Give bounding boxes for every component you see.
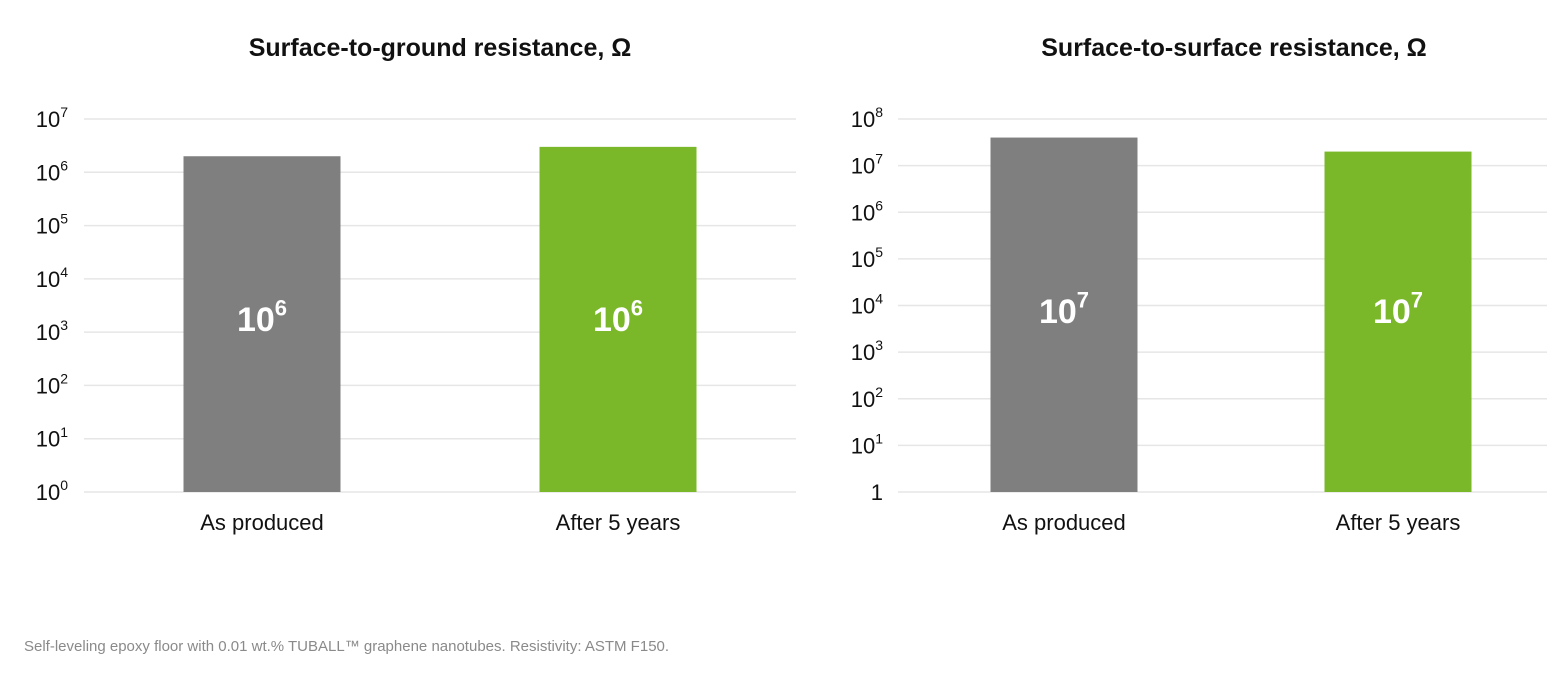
y-tick-label-base: 10 [851, 433, 875, 458]
y-tick-label-base: 10 [851, 107, 875, 132]
x-category-label: As produced [200, 510, 324, 535]
y-tick-label-base: 10 [851, 154, 875, 179]
y-tick-label: 104 [36, 264, 68, 292]
x-category-label: After 5 years [556, 510, 681, 535]
y-tick-label: 105 [851, 244, 883, 272]
y-tick-label-exponent: 2 [60, 371, 68, 387]
y-tick-label-base: 10 [851, 294, 875, 319]
bar-as-produced [990, 137, 1138, 492]
y-tick-label-exponent: 5 [875, 244, 883, 260]
y-tick-label: 104 [851, 291, 883, 319]
y-tick-label: 1 [871, 480, 883, 505]
y-tick-label: 108 [851, 104, 883, 132]
y-tick-label: 103 [851, 337, 883, 365]
y-tick-label-base: 10 [851, 247, 875, 272]
bar-value-label: 107 [1373, 288, 1423, 331]
y-tick-label-exponent: 6 [875, 197, 883, 213]
y-tick-label-exponent: 3 [875, 337, 883, 353]
y-tick-label-base: 10 [851, 387, 875, 412]
y-tick-label-exponent: 1 [875, 430, 883, 446]
y-tick-label-base: 10 [36, 214, 60, 239]
y-tick-label-exponent: 5 [60, 211, 68, 227]
footnote: Self-leveling epoxy floor with 0.01 wt.%… [24, 638, 670, 655]
y-tick-label: 100 [36, 477, 68, 505]
y-tick-label-base: 10 [36, 320, 60, 345]
y-tick-label: 107 [36, 104, 68, 132]
y-tick-label: 101 [36, 424, 68, 452]
bar-value-label-exponent: 7 [1077, 288, 1089, 313]
chart-title-surface-to-surface: Surface-to-surface resistance, Ω [1041, 34, 1427, 62]
y-tick-label-exponent: 7 [875, 151, 883, 167]
bar-value-label: 106 [237, 296, 287, 339]
y-tick-label: 106 [36, 157, 68, 185]
y-tick-label: 107 [851, 151, 883, 179]
chart-title-surface-to-ground: Surface-to-ground resistance, Ω [248, 34, 632, 62]
bar-value-label-exponent: 6 [275, 296, 287, 321]
y-tick-label-base: 10 [36, 373, 60, 398]
bar-value-label-base: 10 [1039, 293, 1077, 331]
x-category-label: After 5 years [1336, 510, 1461, 535]
bar-value-label-exponent: 6 [631, 296, 643, 321]
y-tick-label-exponent: 0 [60, 477, 68, 493]
bar-as-produced [183, 156, 341, 492]
y-tick-label: 102 [851, 384, 883, 412]
y-tick-label-exponent: 6 [60, 157, 68, 173]
bar-after-5-years [1324, 151, 1472, 492]
y-tick-label-exponent: 4 [875, 291, 883, 307]
y-tick-label-base: 10 [851, 340, 875, 365]
y-tick-label-exponent: 3 [60, 317, 68, 333]
y-tick-label: 103 [36, 317, 68, 345]
y-tick-label: 106 [851, 197, 883, 225]
bar-value-label-base: 10 [237, 301, 275, 339]
y-tick-label: 101 [851, 430, 883, 458]
bar-value-label-base: 10 [593, 301, 631, 339]
bar-value-label-exponent: 7 [1411, 288, 1423, 313]
y-tick-label: 105 [36, 211, 68, 239]
bar-value-label: 107 [1039, 288, 1089, 331]
y-tick-label-base: 10 [851, 200, 875, 225]
x-category-label: As produced [1002, 510, 1126, 535]
y-tick-label-base: 1 [871, 480, 883, 505]
y-tick-label-exponent: 8 [875, 104, 883, 120]
bar-value-label: 106 [593, 296, 643, 339]
y-tick-label-base: 10 [36, 160, 60, 185]
bar-value-label-base: 10 [1373, 293, 1411, 331]
y-tick-label-base: 10 [36, 267, 60, 292]
y-tick-label-exponent: 2 [875, 384, 883, 400]
y-tick-label-exponent: 7 [60, 104, 68, 120]
y-tick-label: 102 [36, 371, 68, 399]
y-tick-label-base: 10 [36, 427, 60, 452]
bar-after-5-years [539, 146, 697, 492]
y-tick-label-exponent: 1 [60, 424, 68, 440]
y-tick-label-base: 10 [36, 480, 60, 505]
y-tick-label-exponent: 4 [60, 264, 68, 280]
y-tick-label-base: 10 [36, 107, 60, 132]
